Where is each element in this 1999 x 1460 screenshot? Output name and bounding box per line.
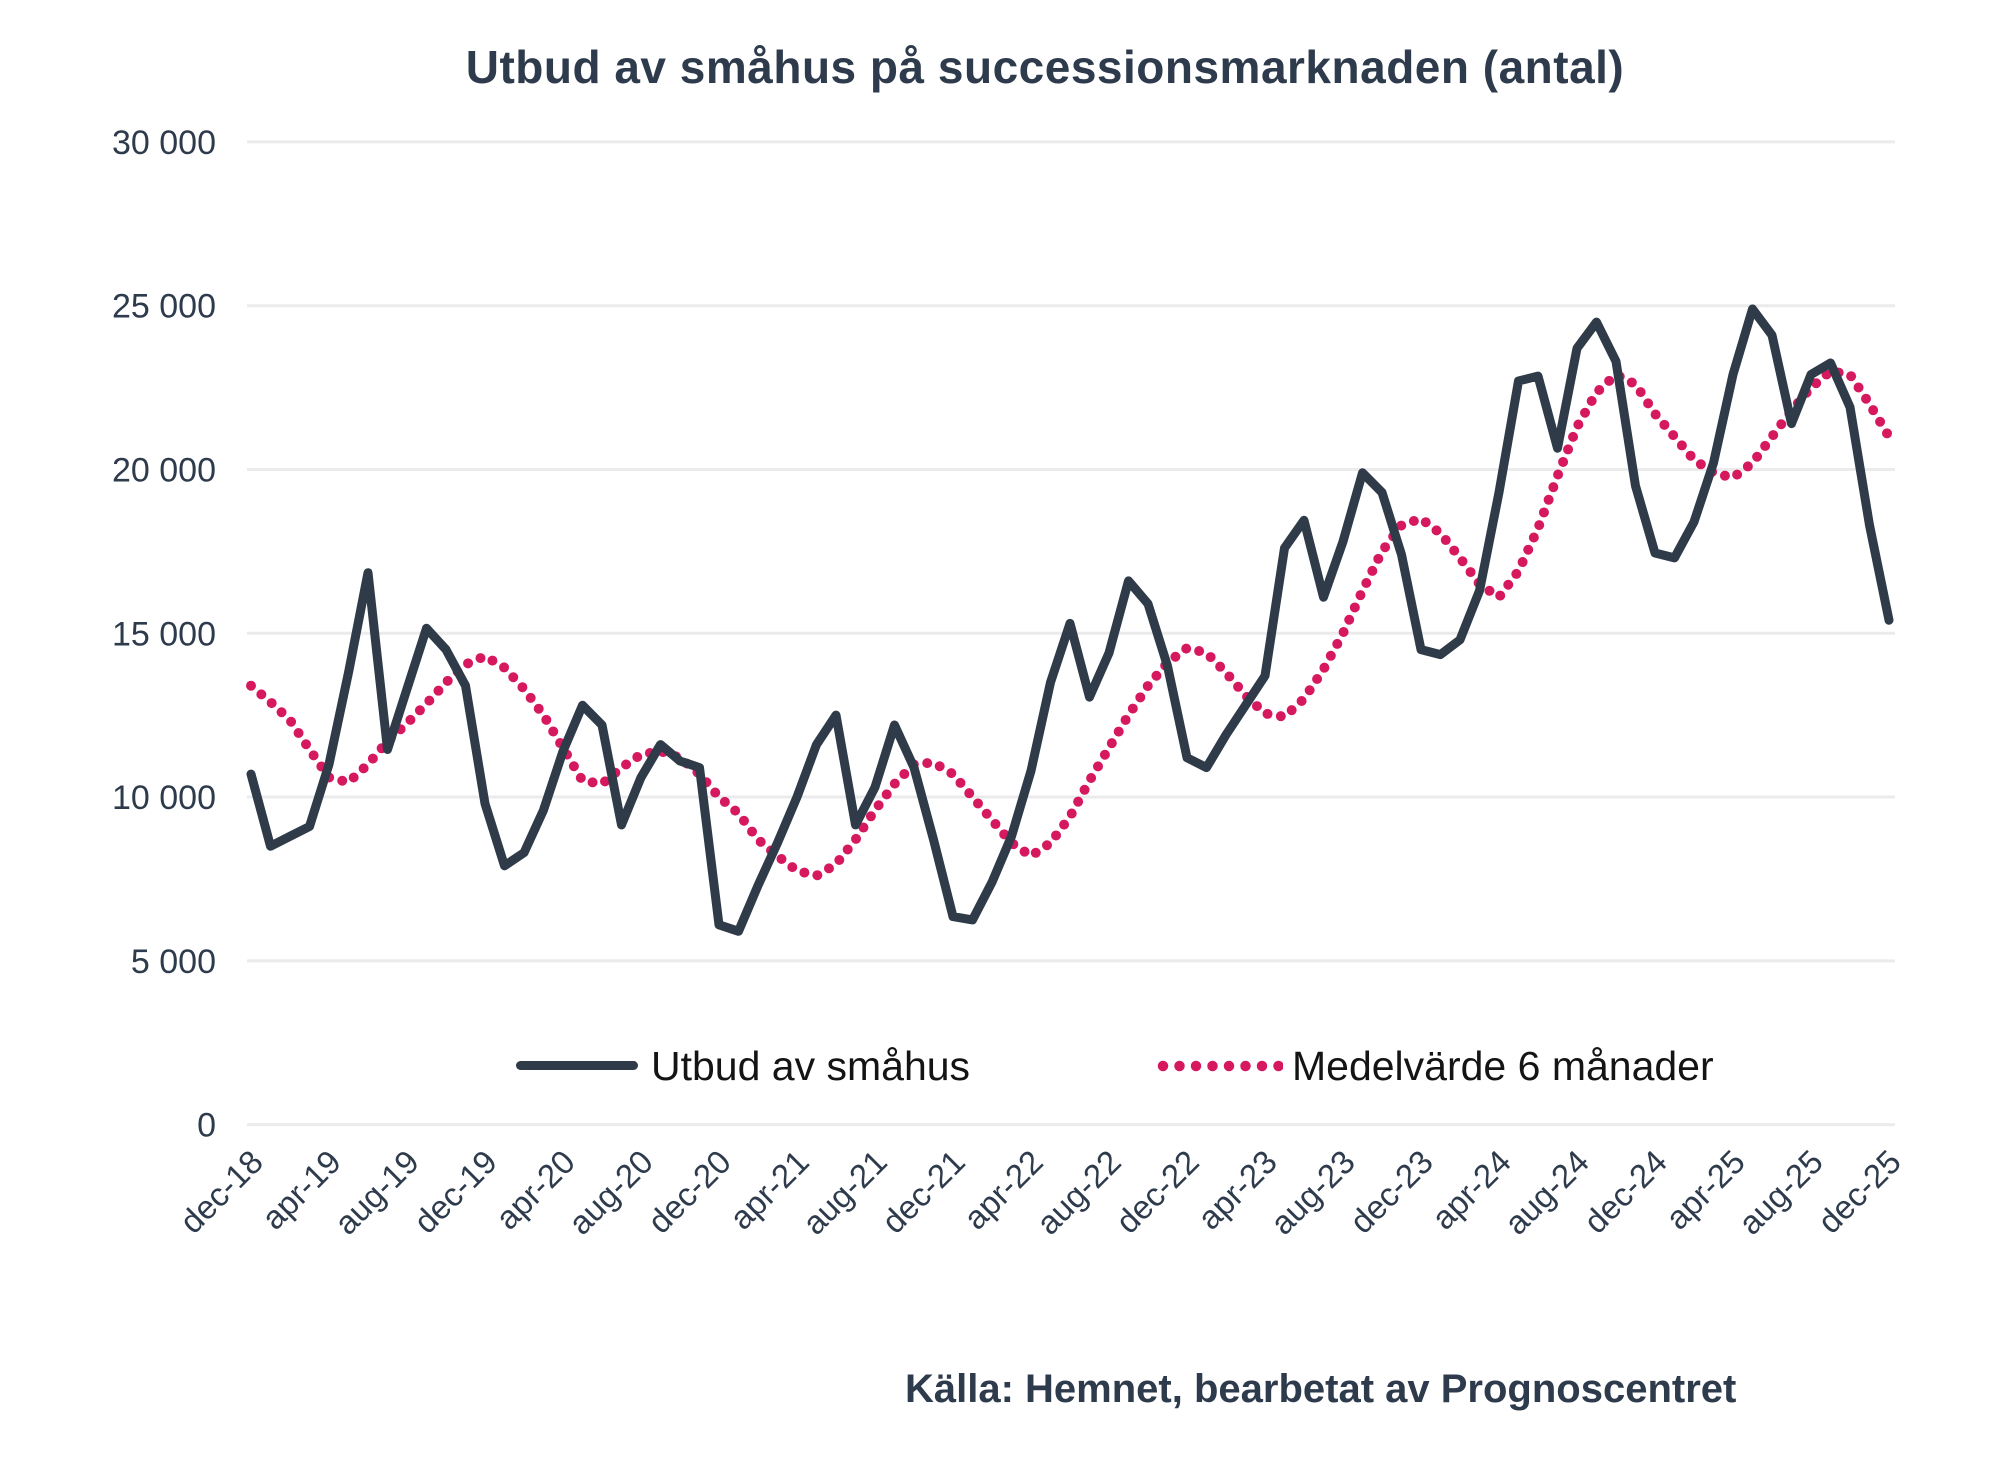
x-tick-label: dec-22: [1108, 1143, 1206, 1241]
y-tick-label: 20 000: [112, 451, 216, 489]
y-tick-label: 10 000: [112, 779, 216, 817]
x-tick-label: dec-19: [406, 1143, 504, 1241]
x-tick-label: aug-21: [795, 1143, 894, 1242]
legend-dotted-line-sample: [1155, 1058, 1285, 1079]
x-tick-label: dec-18: [172, 1143, 270, 1241]
legend-label-supply: Utbud av småhus: [651, 1043, 971, 1089]
x-tick-label: aug-22: [1029, 1143, 1128, 1242]
y-tick-label: 30 000: [112, 124, 216, 162]
x-tick-label: dec-24: [1576, 1143, 1674, 1241]
x-tick-label: aug-20: [561, 1143, 660, 1242]
x-tick-label: dec-20: [640, 1143, 738, 1241]
y-tick-label: 0: [197, 1107, 216, 1145]
x-tick-label: aug-24: [1497, 1143, 1596, 1242]
x-tick-label: dec-25: [1810, 1143, 1908, 1241]
y-tick-label: 5 000: [131, 943, 216, 981]
x-tick-label: aug-19: [327, 1143, 426, 1242]
source-note: Källa: Hemnet, bearbetat av Prognoscentr…: [905, 1367, 1737, 1411]
x-tick-label: dec-21: [874, 1143, 972, 1241]
y-tick-label: 25 000: [112, 288, 216, 326]
legend-label-average: Medelvärde 6 månader: [1292, 1043, 1714, 1089]
legend-solid-line-sample: [516, 1061, 638, 1070]
x-tick-label: aug-25: [1731, 1143, 1830, 1242]
y-tick-label: 15 000: [112, 615, 216, 653]
series-supply-line: [246, 304, 1894, 936]
chart-title: Utbud av småhus på successionsmarknaden …: [465, 41, 1625, 93]
x-tick-label: aug-23: [1263, 1143, 1362, 1242]
x-tick-label: dec-23: [1342, 1143, 1440, 1241]
